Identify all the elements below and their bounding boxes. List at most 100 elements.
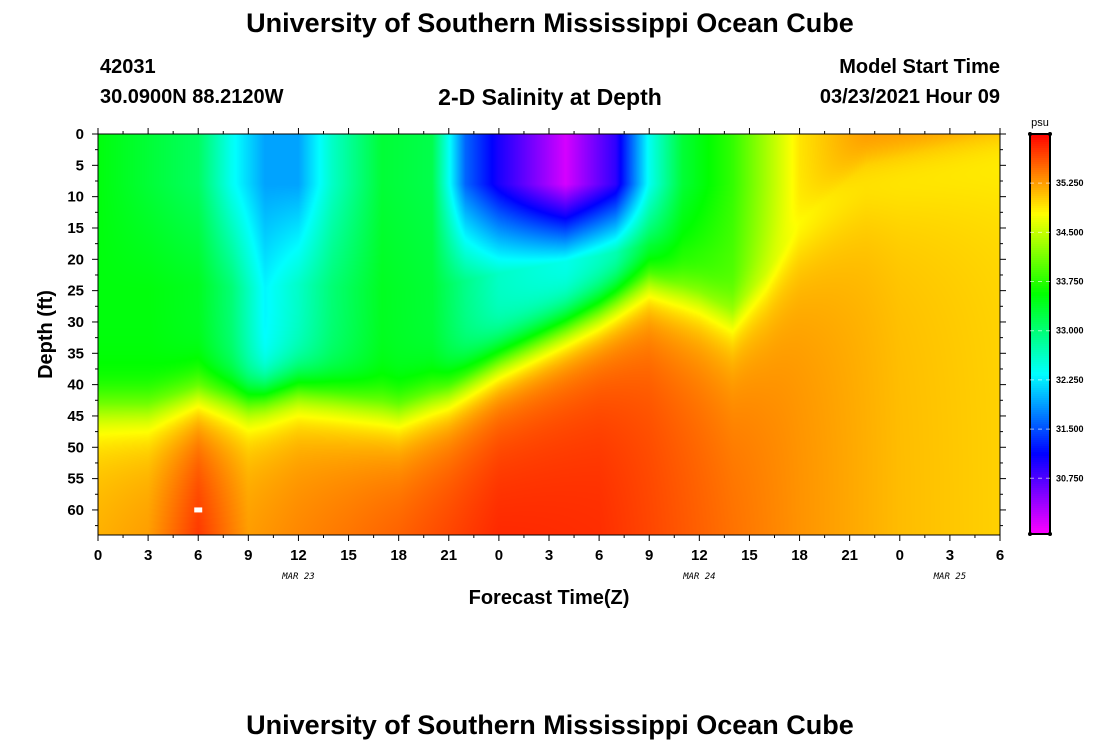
colorbar-band: [1030, 462, 1050, 465]
y-tick-label: 45: [67, 408, 84, 425]
colorbar-band: [1030, 194, 1050, 197]
colorbar-band: [1030, 294, 1050, 297]
x-tick-label: 12: [691, 547, 708, 564]
colorbar-band: [1030, 310, 1050, 313]
colorbar-band: [1030, 218, 1050, 221]
colorbar-band: [1030, 342, 1050, 345]
colorbar-band: [1030, 336, 1050, 339]
colorbar-band: [1030, 284, 1050, 287]
colorbar-band: [1030, 492, 1050, 495]
colorbar-band: [1030, 468, 1050, 471]
colorbar-band: [1030, 272, 1050, 275]
colorbar-band: [1030, 318, 1050, 321]
colorbar-band: [1030, 172, 1050, 175]
colorbar-band: [1030, 330, 1050, 333]
colorbar-band: [1030, 282, 1050, 285]
colorbar-band: [1030, 466, 1050, 469]
colorbar-band: [1030, 304, 1050, 307]
colorbar-band: [1030, 470, 1050, 473]
colorbar-band: [1030, 138, 1050, 141]
colorbar-tick-label: 34.500: [1056, 227, 1084, 237]
colorbar-band: [1030, 498, 1050, 501]
colorbar-band: [1030, 340, 1050, 343]
colorbar-band: [1030, 256, 1050, 259]
colorbar-band: [1030, 522, 1050, 525]
colorbar-band: [1030, 154, 1050, 157]
colorbar-band: [1030, 274, 1050, 277]
colorbar-band: [1030, 204, 1050, 207]
colorbar-band: [1030, 136, 1050, 139]
colorbar-band: [1030, 410, 1050, 413]
y-tick-label: 5: [76, 157, 84, 174]
colorbar-band: [1030, 296, 1050, 299]
colorbar-band: [1030, 306, 1050, 309]
colorbar-band: [1030, 412, 1050, 415]
colorbar-band: [1030, 518, 1050, 521]
colorbar-band: [1030, 476, 1050, 479]
colorbar-band: [1030, 186, 1050, 189]
colorbar-band: [1030, 178, 1050, 181]
colorbar-band: [1030, 184, 1050, 187]
colorbar-band: [1030, 458, 1050, 461]
x-tick-label: 6: [194, 547, 202, 564]
colorbar-band: [1030, 374, 1050, 377]
colorbar-band: [1030, 392, 1050, 395]
colorbar-tick-label: 35.250: [1056, 178, 1084, 188]
colorbar-band: [1030, 300, 1050, 303]
x-tick-label: 21: [841, 547, 858, 564]
colorbar-band: [1030, 266, 1050, 269]
colorbar-band: [1030, 382, 1050, 385]
y-tick-label: 40: [67, 377, 84, 394]
colorbar-band: [1030, 474, 1050, 477]
colorbar-band: [1030, 416, 1050, 419]
colorbar-band: [1030, 424, 1050, 427]
colorbar-band: [1030, 440, 1050, 443]
colorbar-tick-label: 32.250: [1056, 375, 1084, 385]
colorbar-band: [1030, 372, 1050, 375]
colorbar-band: [1030, 174, 1050, 177]
colorbar-corner: [1048, 132, 1052, 136]
colorbar-band: [1030, 396, 1050, 399]
station-id: 42031: [100, 56, 156, 78]
colorbar-band: [1030, 312, 1050, 315]
colorbar-band: [1030, 328, 1050, 331]
colorbar-tick-label: 31.500: [1056, 424, 1084, 434]
colorbar-band: [1030, 192, 1050, 195]
colorbar-band: [1030, 456, 1050, 459]
colorbar-band: [1030, 388, 1050, 391]
colorbar-band: [1030, 152, 1050, 155]
y-tick-label: 60: [67, 502, 84, 519]
colorbar-band: [1030, 482, 1050, 485]
date-label: MAR 25: [933, 572, 967, 582]
colorbar-band: [1030, 198, 1050, 201]
colorbar-corner: [1048, 532, 1052, 536]
y-tick-label: 30: [67, 314, 84, 331]
y-tick-label: 20: [67, 251, 84, 268]
colorbar-band: [1030, 434, 1050, 437]
colorbar-band: [1030, 302, 1050, 305]
colorbar-band: [1030, 360, 1050, 363]
colorbar-band: [1030, 196, 1050, 199]
colorbar-band: [1030, 290, 1050, 293]
colorbar-band: [1030, 346, 1050, 349]
colorbar-band: [1030, 494, 1050, 497]
colorbar-band: [1030, 460, 1050, 463]
colorbar-band: [1030, 408, 1050, 411]
colorbar-band: [1030, 226, 1050, 229]
colorbar-band: [1030, 322, 1050, 325]
colorbar-band: [1030, 402, 1050, 405]
colorbar-band: [1030, 516, 1050, 519]
colorbar-band: [1030, 380, 1050, 383]
x-axis-label: Forecast Time(Z): [469, 587, 630, 609]
salinity-heatmap: [98, 134, 1000, 535]
colorbar-band: [1030, 314, 1050, 317]
colorbar-band: [1030, 260, 1050, 263]
colorbar-band: [1030, 486, 1050, 489]
y-tick-label: 15: [67, 220, 84, 237]
colorbar-band: [1030, 334, 1050, 337]
colorbar-band: [1030, 366, 1050, 369]
colorbar-band: [1030, 350, 1050, 353]
x-tick-label: 15: [340, 547, 357, 564]
colorbar-band: [1030, 352, 1050, 355]
colorbar-band: [1030, 224, 1050, 227]
